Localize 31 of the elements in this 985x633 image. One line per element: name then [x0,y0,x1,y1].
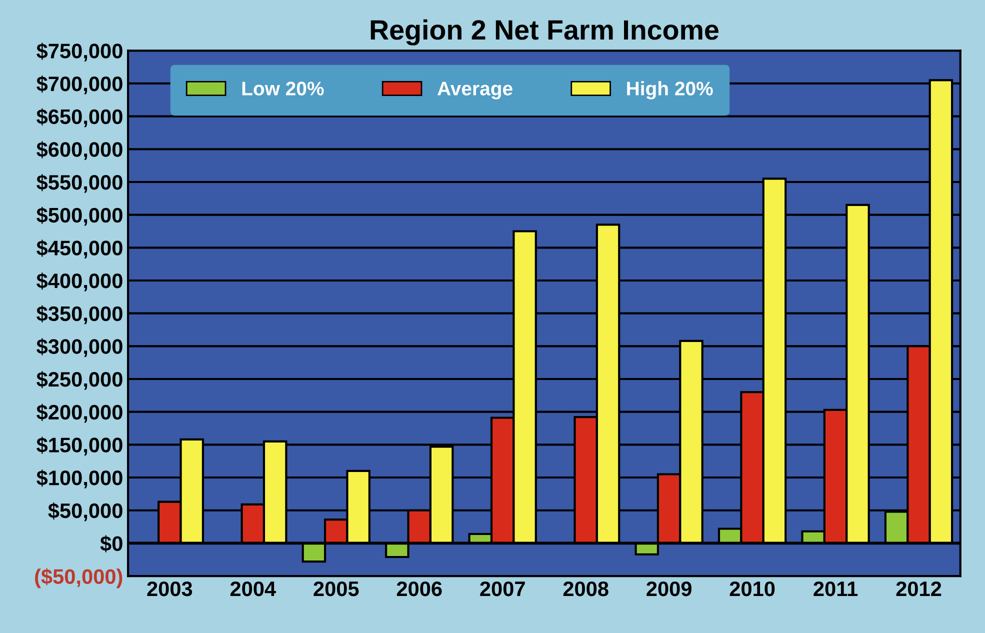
y-tick-label: $500,000 [36,206,122,226]
y-tick-label: $450,000 [36,240,122,258]
y-tick-label: $700,000 [36,76,122,94]
y-tick-label: $250,000 [36,371,122,390]
legend-label: Low 20% [242,82,324,96]
y-tick-label: $300,000 [36,338,122,357]
y-tick-label: $100,000 [36,470,122,488]
legend-label: Average [438,82,512,100]
x-tick-label: 2011 [814,581,858,596]
x-tick-label: 2008 [563,581,608,596]
y-tick-label: $0 [100,535,122,552]
x-tick-label: 2005 [314,581,359,596]
y-tick-label: $650,000 [36,108,122,128]
x-tick-label: 2006 [396,581,442,596]
y-tick-label: $50,000 [48,502,122,522]
y-tick-label: $350,000 [36,305,122,324]
chart-title: Region 2 Net Farm Income [370,19,718,46]
x-tick-label: 2012 [896,581,942,596]
y-tick-label: $550,000 [36,174,122,193]
y-tick-label: $200,000 [36,404,122,423]
y-tick-label: $400,000 [36,272,122,292]
legend-label: High 20% [627,81,713,100]
y-tick-label: $150,000 [36,436,122,456]
x-tick-label: 2010 [730,581,775,596]
x-tick-label: 2007 [480,581,525,596]
y-tick-label: $600,000 [36,141,122,160]
x-tick-label: 2009 [646,581,692,596]
y-tick-label: $750,000 [36,42,122,62]
x-tick-label: 2004 [230,581,276,596]
y-tick-label: ($50,000) [35,568,122,588]
x-tick-label: 2003 [147,581,192,596]
